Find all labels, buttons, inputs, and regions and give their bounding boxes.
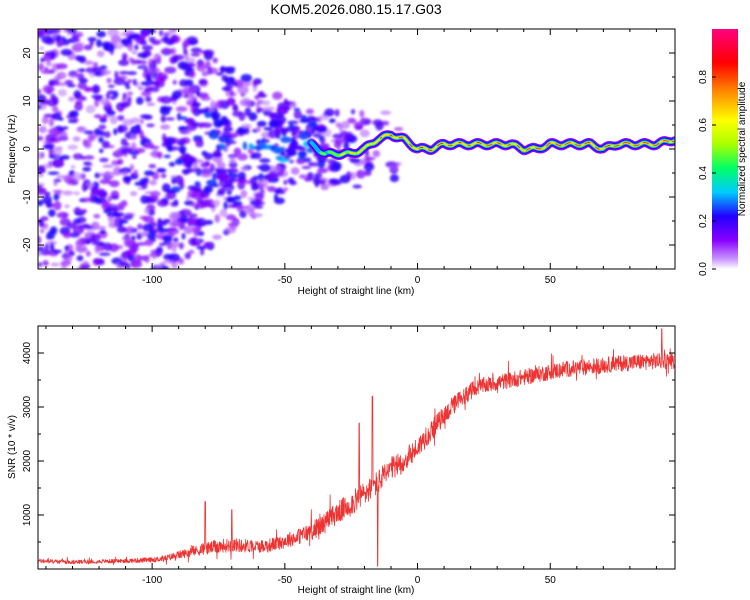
snr-y-label: SNR (10 * v/v) [7,415,18,479]
y-tick-label: 2000 [22,449,33,472]
snr-series-line [38,328,675,567]
y-tick-label: -20 [22,237,33,252]
y-tick-label: 10 [22,95,33,107]
x-tick-label: 0 [415,275,421,286]
x-tick-label: 50 [545,275,557,286]
colorbar-label: Normalized spectral amplitude [737,81,748,216]
colorbar-tick-label: 0.6 [698,118,709,132]
y-tick-label: 4000 [22,341,33,364]
colorbar-tick-label: 0.0 [698,262,709,276]
spectrogram-image [38,29,675,269]
x-tick-label: 50 [545,575,557,586]
snr-y-axis: 1000 2000 3000 4000 [22,325,675,543]
colorbar-tick-label: 0.8 [698,70,709,84]
x-tick-label: 0 [415,575,421,586]
snr-x-axis: -100 -50 0 50 [45,326,657,586]
colorbar: 0.0 0.2 0.4 0.6 0.8 Normalized spectral ampl… [698,29,748,276]
spectrogram-y-label: Frequency (Hz) [7,115,18,184]
spectrogram-x-axis: -100 -50 0 50 [45,29,657,286]
y-tick-label: 0 [22,146,33,152]
y-tick-label: -10 [22,189,33,204]
spectrogram-x-label: Height of straight line (km) [298,286,415,297]
y-tick-label: 1000 [22,503,33,526]
snr-x-label: Height of straight line (km) [298,585,415,596]
signal-ridge [306,130,675,160]
colorbar-gradient [712,29,738,269]
colorbar-tick-label: 0.2 [698,214,709,228]
x-tick-label: -50 [278,275,293,286]
y-tick-label: 3000 [22,395,33,418]
spectrogram-y-axis: -20 -10 0 10 20 [22,28,675,270]
x-tick-label: -100 [142,575,162,586]
snr-frame [37,325,676,570]
colorbar-tick-label: 0.4 [698,166,709,180]
x-tick-label: -50 [278,575,293,586]
snr-plot-area [38,326,675,569]
y-tick-label: 20 [22,47,33,59]
colorbar-axis: 0.0 0.2 0.4 0.6 0.8 [698,70,716,276]
chart-title: KOM5.2026.080.15.17.G03 [270,1,441,17]
noise-blobs [38,29,404,269]
x-tick-label: -100 [142,275,162,286]
snr-panel: -100 -50 0 50 1000 2000 3000 4000 Height of st… [7,325,676,596]
